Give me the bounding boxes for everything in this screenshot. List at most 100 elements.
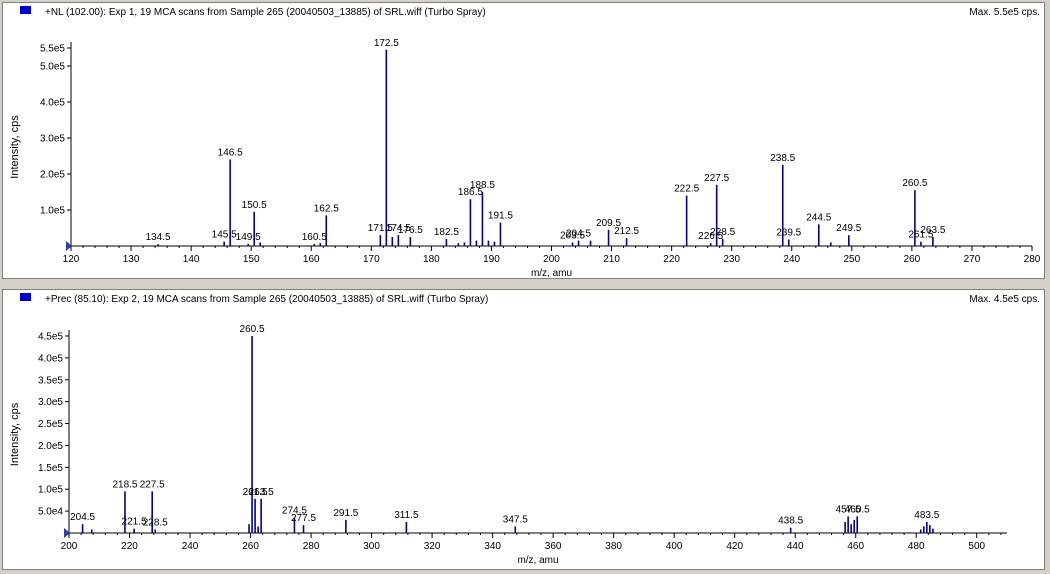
peak-label: 227.5 [140,479,165,490]
y-axis-label: Intensity, cps [9,402,21,466]
spectrum-panel-1: +NL (102.00): Exp 1, 19 MCA scans from S… [2,2,1045,279]
peak-label: 191.5 [488,211,513,222]
axis-origin-marker [64,528,70,538]
peak-label: 203.5 [560,230,585,241]
x-tick-label: 200 [543,254,560,265]
x-tick-label: 170 [363,254,380,265]
chart-title: +NL (102.00): Exp 1, 19 MCA scans from S… [45,7,486,18]
x-tick-label: 320 [424,541,441,552]
peak-label: 483.5 [914,510,939,521]
x-tick-label: 340 [484,541,501,552]
y-tick-label: 2.5e5 [38,419,63,430]
x-tick-label: 190 [483,254,500,265]
y-axis-label: Intensity, cps [9,115,21,179]
max-intensity-label: Max. 4.5e5 cps. [969,294,1040,305]
peak-label: 263.5 [920,225,945,236]
peak-label: 291.5 [333,508,358,519]
x-tick-label: 130 [123,254,140,265]
y-tick-label: 2.0e5 [38,441,63,452]
x-tick-label: 280 [303,541,320,552]
peak-label: 176.5 [398,225,423,236]
peak-label: 221.5 [122,517,147,528]
x-tick-label: 260 [904,254,921,265]
x-tick-label: 240 [182,541,199,552]
max-intensity-label: Max. 5.5e5 cps. [969,7,1040,18]
peak-label: 145.5 [212,230,237,241]
x-tick-label: 440 [787,541,804,552]
x-tick-label: 260 [242,541,259,552]
axis-origin-marker [66,241,72,251]
peak-label: 227.5 [704,173,729,184]
peak-label: 149.5 [236,232,261,243]
peak-label: 274.5 [282,506,307,517]
x-tick-label: 460 [847,541,864,552]
peak-label: 460.5 [845,504,870,515]
peak-label: 263.5 [249,487,274,498]
peak-label: 277.5 [291,513,316,524]
y-tick-label: 3.0e5 [38,397,63,408]
x-tick-label: 140 [183,254,200,265]
x-tick-label: 220 [121,541,138,552]
y-tick-label: 3.5e5 [38,375,63,386]
peak-label: 204.5 [566,229,591,240]
peak-label: 228.5 [710,227,735,238]
x-tick-label: 180 [423,254,440,265]
x-tick-label: 380 [605,541,622,552]
peak-label: 146.5 [218,148,243,159]
series-marker-icon [20,293,31,301]
x-tick-label: 210 [603,254,620,265]
x-tick-label: 280 [1024,254,1041,265]
x-tick-label: 360 [545,541,562,552]
peak-label: 438.5 [778,516,803,527]
peak-label: 244.5 [806,212,831,223]
x-tick-label: 230 [723,254,740,265]
chart-title: +Prec (85.10): Exp 2, 19 MCA scans from … [45,294,488,305]
y-tick-label: 1.5e5 [38,463,63,474]
peak-label: 222.5 [674,184,699,195]
y-tick-label: 4.0e5 [40,98,65,109]
x-tick-label: 150 [243,254,260,265]
peak-label: 188.5 [470,180,495,191]
y-tick-label: 5.5e5 [40,44,65,55]
peak-label: 182.5 [434,227,459,238]
y-tick-label: 4.5e5 [38,332,63,343]
y-tick-label: 1.0e5 [38,485,63,496]
peak-label: 204.5 [70,512,95,523]
peak-label: 457.5 [836,504,861,515]
peak-label: 347.5 [503,514,528,525]
y-tick-label: 4.0e5 [38,353,63,364]
y-tick-label: 2.0e5 [40,170,65,181]
x-tick-label: 400 [666,541,683,552]
x-tick-label: 240 [783,254,800,265]
x-tick-label: 300 [363,541,380,552]
x-tick-label: 480 [908,541,925,552]
peak-label: 160.5 [302,232,327,243]
peak-label: 171.5 [368,223,393,234]
peak-label: 174.5 [386,223,411,234]
spectrum-chart-1: +NL (102.00): Exp 1, 19 MCA scans from S… [9,6,1041,279]
peak-label: 209.5 [596,218,621,229]
y-tick-label: 1.0e5 [40,206,65,217]
peak-label: 226.5 [698,231,723,242]
x-tick-label: 200 [61,541,78,552]
peak-label: 150.5 [242,200,267,211]
peak-label: 212.5 [614,226,639,237]
x-tick-label: 500 [968,541,985,552]
x-axis-label: m/z, amu [517,555,558,566]
peak-label: 134.5 [146,232,171,243]
peak-label: 261.5 [243,487,268,498]
x-tick-label: 250 [843,254,860,265]
x-axis-label: m/z, amu [531,268,572,278]
peak-label: 218.5 [112,479,137,490]
x-tick-label: 270 [964,254,981,265]
peak-label: 260.5 [240,324,265,335]
peak-label: 261.5 [908,230,933,241]
y-tick-label: 5.0e4 [38,507,63,518]
panel-separator [0,281,1050,287]
peak-label: 172.5 [374,38,399,49]
peak-label: 186.5 [458,187,483,198]
peak-label: 260.5 [902,178,927,189]
spectrum-chart-2: +Prec (85.10): Exp 2, 19 MCA scans from … [9,293,1040,566]
spectrum-panel-2: +Prec (85.10): Exp 2, 19 MCA scans from … [2,289,1045,570]
x-tick-label: 220 [663,254,680,265]
